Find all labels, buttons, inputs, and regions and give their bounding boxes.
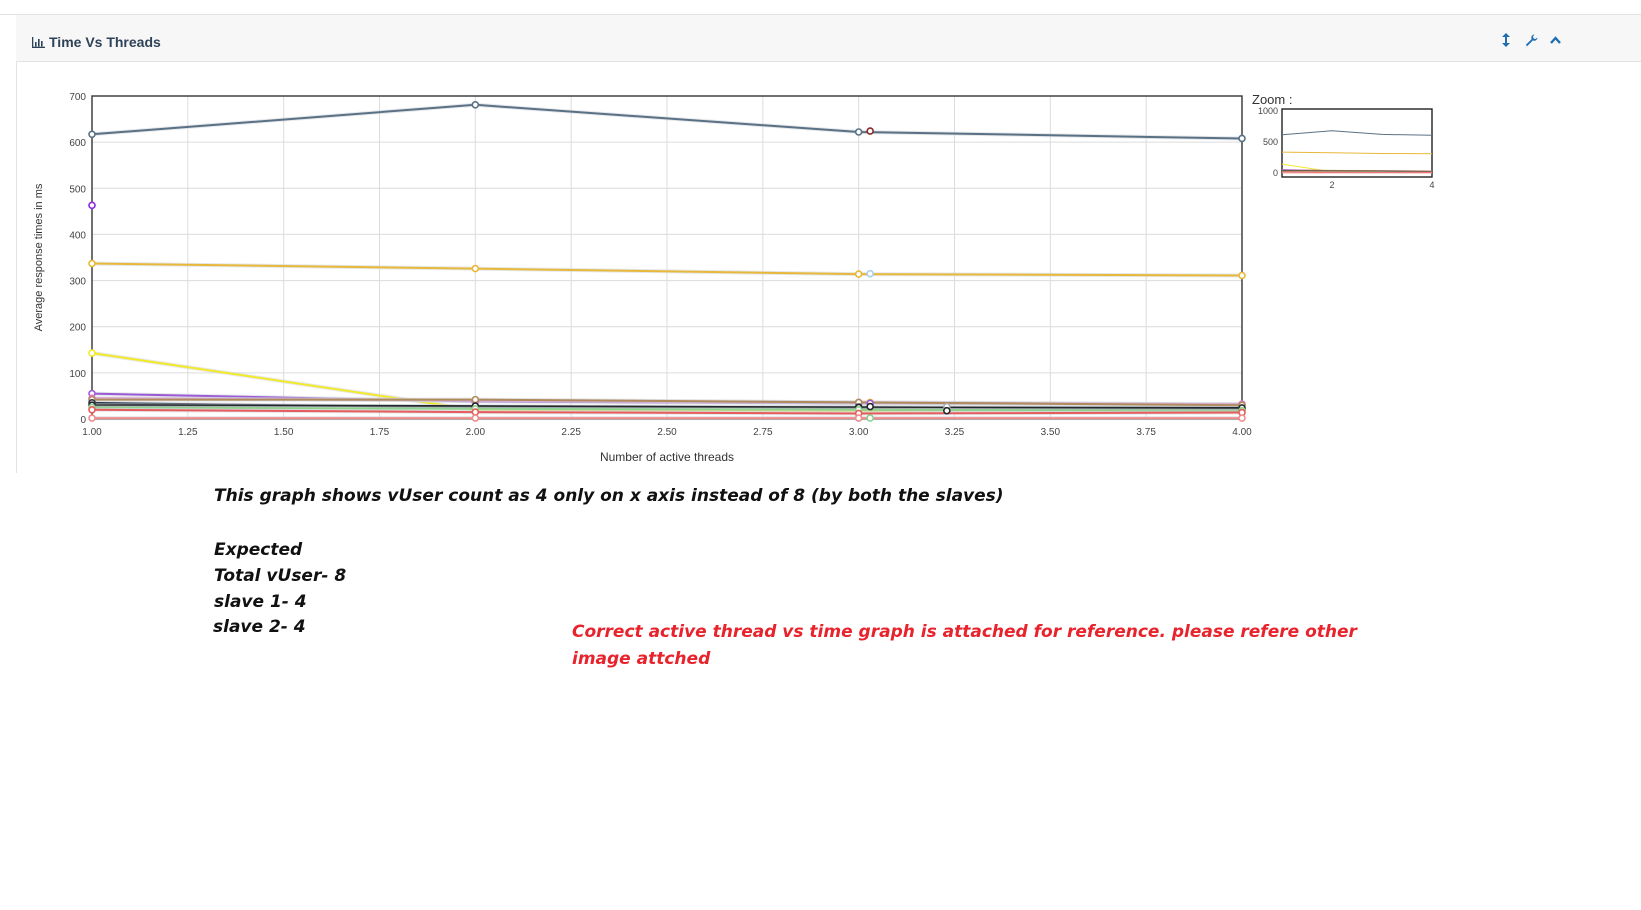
series-line: [91, 103, 1243, 140]
resize-vertical-icon[interactable]: [1498, 31, 1514, 49]
data-point: [471, 264, 480, 273]
x-tick-label: 1.50: [274, 427, 294, 438]
data-point: [88, 405, 96, 414]
zoom-series-line: [1281, 151, 1433, 155]
x-tick-label: 2.50: [657, 427, 677, 438]
x-tick-label: 3.00: [849, 427, 869, 438]
x-tick-label: 1.25: [178, 427, 198, 438]
wrench-icon[interactable]: [1523, 31, 1539, 49]
zoom-series-line: [1281, 171, 1433, 173]
zoom-x-tick-label: 2: [1329, 180, 1334, 190]
y-tick-label: 600: [69, 138, 86, 149]
note-line-2: Expected: [214, 540, 303, 560]
data-point: [866, 127, 874, 135]
data-point: [471, 395, 480, 404]
panel-header: Time Vs Threads: [16, 15, 1641, 62]
series-line: [91, 408, 1243, 415]
x-tick-label: 1.00: [82, 427, 102, 438]
x-tick-label: 1.75: [370, 427, 390, 438]
data-point: [471, 414, 480, 422]
series-line: [91, 404, 1243, 409]
zoom-y-tick-label: 1000: [1258, 106, 1278, 116]
x-tick-label: 2.75: [753, 427, 773, 438]
data-point: [854, 128, 863, 136]
zoom-series-line: [1282, 169, 1433, 172]
data-point: [943, 406, 951, 415]
y-axis-label: Average response times in ms: [33, 183, 45, 331]
data-point: [866, 269, 874, 278]
line-chart: 1.00 1.25 1.50 1.75 2.00 2.25 2.50 2.75 3.00 3.25…: [33, 92, 1435, 464]
data-point: [866, 402, 874, 411]
zoom-y-tick-label: 500: [1263, 137, 1278, 147]
data-point: [88, 259, 96, 268]
y-tick-label: 100: [69, 369, 86, 380]
chevron-up-icon[interactable]: [1547, 31, 1563, 49]
x-tick-label: 2.00: [466, 427, 486, 438]
panel-title: Time Vs Threads: [32, 34, 161, 50]
data-point: [88, 130, 96, 139]
x-axis-label: Number of active threads: [600, 450, 734, 464]
series-line: [92, 398, 1243, 407]
data-point: [1238, 414, 1246, 422]
data-point: [1238, 134, 1246, 143]
data-point: [88, 349, 96, 357]
chart-panel: Time Vs Threads 1.00 1.25 1.50 1.75 2.00 2.25…: [0, 14, 1641, 473]
data-point: [471, 100, 480, 109]
x-tick-label: 3.50: [1041, 427, 1061, 438]
x-tick-label: 2.25: [561, 427, 581, 438]
note-line-1: This graph shows vUser count as 4 only o…: [214, 486, 1004, 506]
note-line-5: slave 2- 4: [213, 617, 306, 637]
note-line-3: Total vUser- 8: [214, 566, 347, 586]
note-red: Correct active thread vs time graph is a…: [572, 622, 1357, 669]
y-tick-label: 700: [69, 92, 86, 103]
zoom-series-line: [1281, 130, 1433, 136]
x-tick-label: 3.25: [945, 427, 965, 438]
y-tick-label: 300: [69, 277, 86, 288]
zoom-label: Zoom :: [1252, 92, 1292, 107]
note-line-4: slave 1- 4: [214, 592, 307, 612]
y-tick-label: 400: [69, 230, 86, 241]
series-line: [91, 406, 1243, 412]
data-point: [88, 201, 96, 210]
panel-body: 1.00 1.25 1.50 1.75 2.00 2.25 2.50 2.75 3.00 3.25…: [16, 62, 1641, 473]
y-tick-label: 500: [69, 184, 86, 195]
y-tick-label: 0: [80, 415, 86, 426]
y-tick-label: 200: [69, 323, 86, 334]
series-line: [91, 262, 1243, 277]
zoom-frame: [1281, 108, 1433, 178]
data-point: [1238, 271, 1246, 280]
zoom-x-tick-label: 4: [1429, 180, 1434, 190]
data-point: [854, 270, 863, 278]
data-point: [88, 414, 96, 422]
panel-title-text: Time Vs Threads: [49, 34, 161, 50]
x-tick-label: 3.75: [1136, 427, 1156, 438]
bar-chart-icon: [32, 36, 45, 48]
x-tick-label: 4.00: [1232, 427, 1252, 438]
data-point: [471, 408, 480, 416]
data-point: [866, 414, 874, 422]
zoom-y-tick-label: 0: [1273, 168, 1278, 178]
data-point: [854, 414, 863, 422]
